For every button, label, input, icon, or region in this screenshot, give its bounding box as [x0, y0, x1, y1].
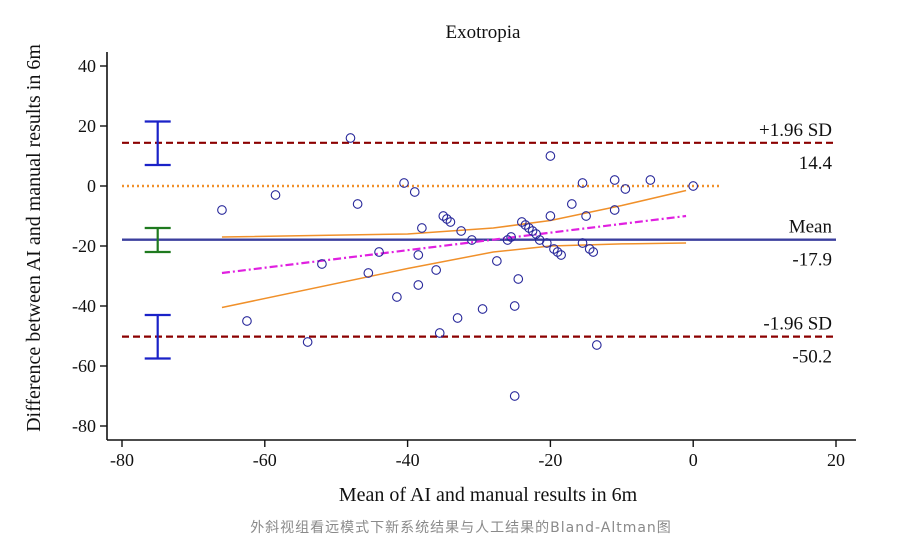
data-point — [566, 199, 577, 209]
data-point — [541, 238, 552, 248]
lower-loa-value: -50.2 — [792, 347, 832, 368]
data-point — [552, 247, 563, 257]
confidence-band — [221, 189, 687, 309]
y-tick-label: -80 — [72, 416, 96, 436]
data-point — [374, 247, 384, 257]
x-tick-label: -40 — [396, 450, 420, 470]
y-tick-label: -20 — [72, 236, 96, 256]
data-points — [217, 133, 699, 401]
ci-bar — [144, 226, 171, 254]
data-point — [545, 211, 556, 221]
y-tick-label: -40 — [72, 296, 96, 316]
data-point — [452, 313, 463, 323]
data-point — [584, 244, 595, 254]
data-point — [438, 211, 449, 221]
x-tick-label: 20 — [827, 450, 845, 470]
data-point — [392, 292, 402, 302]
x-axis-label: Mean of AI and manual results in 6m — [339, 484, 638, 506]
data-point — [609, 175, 620, 185]
data-point — [492, 256, 502, 266]
regression-line — [221, 214, 687, 275]
data-point — [217, 205, 227, 215]
data-point — [417, 223, 427, 233]
data-point — [409, 187, 420, 197]
confidence-band-upper — [221, 189, 687, 238]
data-point — [434, 328, 445, 338]
data-point — [577, 178, 588, 188]
y-axis-label: Difference between AI and manual results… — [23, 44, 45, 432]
ci-bars — [144, 120, 171, 360]
data-point — [545, 151, 556, 161]
data-point — [477, 304, 488, 314]
data-point — [520, 220, 531, 230]
data-point — [588, 247, 599, 257]
upper-loa-value: 14.4 — [799, 153, 833, 174]
x-tick-label: -80 — [110, 450, 134, 470]
chart-title: Exotropia — [446, 22, 521, 43]
lower-loa-label: -1.96 SD — [763, 314, 832, 335]
data-point — [502, 235, 513, 245]
ci-bar — [144, 120, 171, 167]
data-point — [352, 199, 363, 209]
regression-line-segment — [221, 214, 687, 275]
data-point — [445, 217, 456, 227]
data-point — [509, 391, 520, 401]
data-point — [399, 178, 409, 188]
data-point — [527, 226, 538, 236]
x-tick-label: 0 — [689, 450, 698, 470]
data-point — [506, 232, 516, 242]
mean-label: Mean — [789, 217, 833, 238]
data-point — [431, 265, 442, 275]
data-point — [549, 244, 559, 254]
data-point — [524, 223, 534, 233]
data-point — [645, 175, 656, 185]
data-point — [270, 190, 281, 200]
data-point — [363, 268, 374, 278]
line-labels: +1.96 SD 14.4 Mean -17.9 -1.96 SD -50.2 — [759, 120, 833, 368]
data-point — [609, 205, 620, 215]
data-point — [467, 235, 477, 245]
mean-value: -17.9 — [792, 250, 832, 271]
data-point — [317, 259, 327, 269]
data-point — [345, 133, 356, 143]
y-tick-label: 20 — [78, 116, 96, 136]
data-point — [242, 316, 252, 326]
axes: -80 -60 -40 -20 0 20 -80 -60 -40 -20 0 20 40 — [72, 52, 856, 470]
confidence-band-lower — [221, 242, 687, 309]
data-point — [442, 214, 452, 224]
y-tick-label: 0 — [87, 176, 96, 196]
data-point — [577, 238, 588, 248]
data-point — [516, 217, 527, 227]
data-point — [556, 250, 566, 260]
data-point — [513, 274, 524, 284]
data-point — [591, 340, 602, 350]
data-point — [413, 280, 424, 290]
reference-lines — [122, 141, 836, 338]
upper-loa-label: +1.96 SD — [759, 120, 832, 141]
data-point — [620, 184, 631, 194]
x-tick-label: -20 — [538, 450, 562, 470]
figure-caption: 外斜视组看远模式下新系统结果与人工结果的Bland-Altman图 — [250, 520, 672, 536]
y-tick-label: 40 — [78, 56, 96, 76]
data-point — [688, 181, 699, 191]
data-point — [413, 250, 424, 260]
data-point — [456, 226, 467, 236]
ci-bar — [144, 313, 171, 360]
y-tick-label: -60 — [72, 356, 96, 376]
data-point — [509, 301, 520, 311]
x-tick-label: -60 — [253, 450, 277, 470]
data-point — [581, 211, 591, 221]
data-point — [302, 337, 313, 347]
